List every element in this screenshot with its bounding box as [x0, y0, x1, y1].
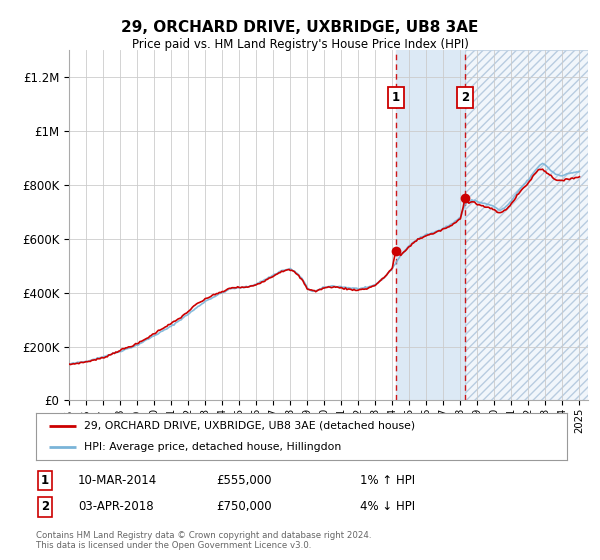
Text: 03-APR-2018: 03-APR-2018 — [78, 500, 154, 514]
Text: Price paid vs. HM Land Registry's House Price Index (HPI): Price paid vs. HM Land Registry's House … — [131, 38, 469, 51]
Bar — [396, 50, 465, 400]
Bar — [465, 50, 588, 400]
Bar — [465, 50, 588, 400]
Text: 29, ORCHARD DRIVE, UXBRIDGE, UB8 3AE (detached house): 29, ORCHARD DRIVE, UXBRIDGE, UB8 3AE (de… — [84, 421, 415, 431]
Text: £555,000: £555,000 — [216, 474, 271, 487]
Text: 1% ↑ HPI: 1% ↑ HPI — [360, 474, 415, 487]
Text: 1: 1 — [392, 91, 400, 104]
Text: 4% ↓ HPI: 4% ↓ HPI — [360, 500, 415, 514]
Text: Contains HM Land Registry data © Crown copyright and database right 2024.
This d: Contains HM Land Registry data © Crown c… — [36, 531, 371, 550]
Text: £750,000: £750,000 — [216, 500, 272, 514]
Text: 2: 2 — [41, 500, 49, 514]
Text: 1: 1 — [41, 474, 49, 487]
Text: 2: 2 — [461, 91, 469, 104]
Text: 29, ORCHARD DRIVE, UXBRIDGE, UB8 3AE: 29, ORCHARD DRIVE, UXBRIDGE, UB8 3AE — [121, 20, 479, 35]
Text: 10-MAR-2014: 10-MAR-2014 — [78, 474, 157, 487]
Text: HPI: Average price, detached house, Hillingdon: HPI: Average price, detached house, Hill… — [84, 442, 341, 452]
